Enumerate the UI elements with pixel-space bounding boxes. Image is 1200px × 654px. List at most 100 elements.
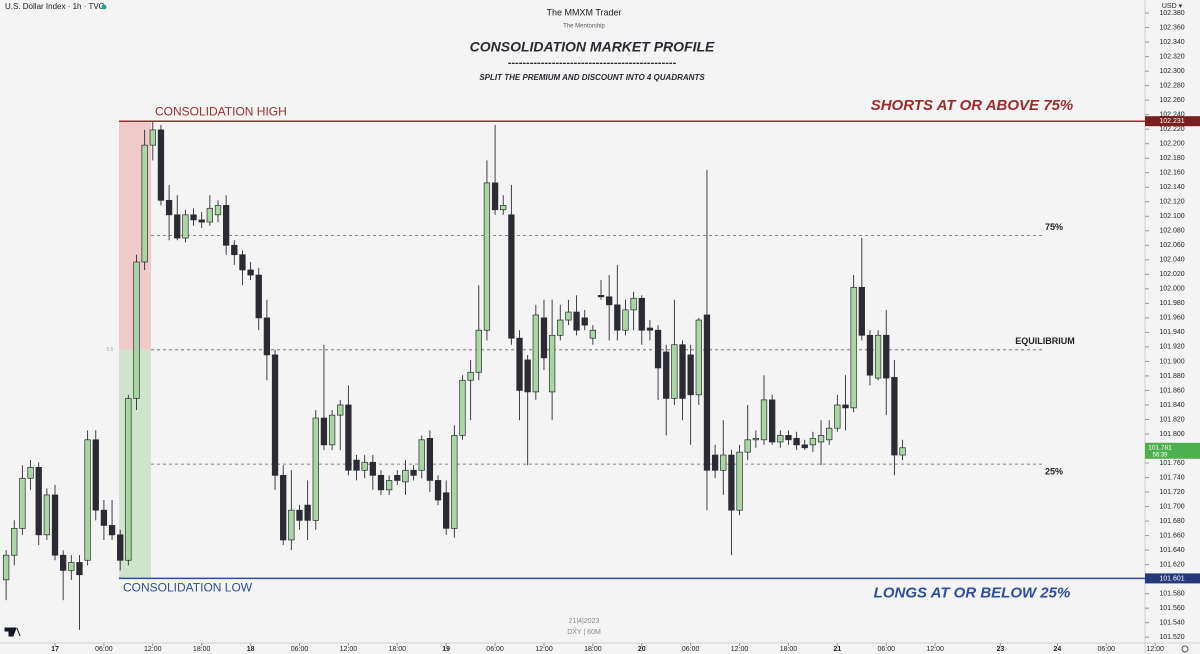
candle-body xyxy=(760,399,768,441)
y-tick-label: 102.360 xyxy=(1159,24,1184,31)
candle-body xyxy=(271,354,279,476)
y-tick-label: 102.160 xyxy=(1159,170,1184,177)
chart-title: CONSOLIDATION MARKET PROFILE xyxy=(470,39,715,55)
candle-body xyxy=(866,334,874,376)
author-subtitle: The Mentorship xyxy=(563,24,605,30)
candle-body xyxy=(565,311,572,321)
candle-body xyxy=(141,144,148,263)
candle-body xyxy=(19,477,26,529)
author: The MMXM Trader xyxy=(546,7,621,17)
candle-body xyxy=(231,244,238,256)
y-tick-label: 101.960 xyxy=(1159,315,1184,322)
candle-body xyxy=(451,435,458,529)
x-tick-label: 17 xyxy=(51,646,59,653)
x-tick-label: 06:00 xyxy=(682,646,700,653)
y-tick-label: 102.300 xyxy=(1159,68,1184,75)
y-tick-label: 102.320 xyxy=(1159,53,1184,60)
x-tick-label: 12:00 xyxy=(535,646,553,653)
status-dot xyxy=(101,4,107,10)
price-tag-label: 102.231 xyxy=(1159,118,1184,125)
y-tick-label: 102.200 xyxy=(1159,141,1184,148)
candle-body xyxy=(516,337,523,391)
y-tick-label: 101.680 xyxy=(1159,518,1184,525)
x-tick-label: 06:00 xyxy=(291,646,309,653)
last-price-label: 101.781 xyxy=(1148,444,1172,451)
candle-body xyxy=(597,295,605,298)
candle-body xyxy=(899,447,906,456)
x-tick-label: 12:00 xyxy=(144,646,162,653)
axes: 101.520101.540101.560101.580101.600101.6… xyxy=(51,10,1200,653)
candle-body xyxy=(614,304,621,331)
candle-body xyxy=(508,214,515,339)
candle-body xyxy=(434,480,442,501)
candle-body xyxy=(728,454,735,511)
zone-label: 0.5 xyxy=(107,347,114,353)
y-tick-label: 101.820 xyxy=(1159,416,1184,423)
candle-body xyxy=(491,182,499,211)
title-rule: ----------------------------------------… xyxy=(508,57,677,69)
y-tick-label: 101.620 xyxy=(1159,561,1184,568)
candle-body xyxy=(671,344,678,399)
candle-body xyxy=(312,417,319,521)
candle-body xyxy=(695,319,702,396)
candle-body xyxy=(361,461,368,471)
candle-body xyxy=(410,469,417,476)
candle-body xyxy=(630,297,637,311)
level-note: SHORTS AT OR ABOVE 75% xyxy=(871,97,1074,114)
candle-body xyxy=(43,494,51,536)
y-tick-label: 101.920 xyxy=(1159,344,1184,351)
candle-body xyxy=(532,314,539,393)
x-tick-label: 18:00 xyxy=(584,646,602,653)
candle-body xyxy=(548,334,556,393)
candle-body xyxy=(744,439,751,453)
candle-body xyxy=(68,562,75,571)
candle-body xyxy=(92,439,99,511)
candle-body xyxy=(402,469,409,483)
candle-body xyxy=(842,404,849,409)
x-tick-label: 12:00 xyxy=(926,646,944,653)
candle-body xyxy=(394,475,401,481)
candle-body xyxy=(467,371,474,381)
quadrant-label: EQUILIBRIUM xyxy=(1015,336,1075,346)
candle-body xyxy=(328,414,336,446)
candle-body xyxy=(809,437,817,446)
level-note: LONGS AT OR BELOW 25% xyxy=(874,584,1071,601)
x-tick-label: 06:00 xyxy=(877,646,895,653)
candle-body xyxy=(51,494,59,556)
candle-body xyxy=(883,334,890,379)
y-tick-label: 101.880 xyxy=(1159,373,1184,380)
x-tick-label: 18:00 xyxy=(389,646,407,653)
y-tick-label: 102.140 xyxy=(1159,184,1184,191)
last-price-tag xyxy=(1145,442,1200,459)
level-label: CONSOLIDATION HIGH xyxy=(155,104,287,118)
candle-body xyxy=(345,404,352,471)
candle-body xyxy=(263,317,271,356)
logo xyxy=(4,627,21,637)
y-tick-label: 101.640 xyxy=(1159,547,1184,554)
chart-subtitle: SPLIT THE PREMIUM AND DISCOUNT INTO 4 QU… xyxy=(479,73,705,82)
candle-body xyxy=(858,287,865,336)
y-tick-label: 102.020 xyxy=(1159,271,1184,278)
candle-body xyxy=(679,344,686,399)
y-tick-label: 101.580 xyxy=(1159,590,1184,597)
candle-body xyxy=(304,504,311,521)
x-tick-label: 12:00 xyxy=(1146,646,1164,653)
candle-body xyxy=(337,404,344,416)
y-tick-label: 101.540 xyxy=(1159,620,1184,627)
x-tick-label: 18:00 xyxy=(193,646,211,653)
candle-body xyxy=(369,461,376,476)
candle-body xyxy=(125,398,132,561)
candle-body xyxy=(35,467,42,536)
candles xyxy=(2,121,906,630)
y-tick-label: 102.260 xyxy=(1159,97,1184,104)
candle-body xyxy=(654,329,662,369)
x-tick-label: 23 xyxy=(996,646,1004,653)
y-tick-label: 102.340 xyxy=(1159,39,1184,46)
y-tick-label: 102.040 xyxy=(1159,257,1184,264)
y-tick-label: 102.280 xyxy=(1159,82,1184,89)
candle-body xyxy=(247,269,254,276)
candle-body xyxy=(703,314,711,471)
candle-body xyxy=(769,399,776,443)
